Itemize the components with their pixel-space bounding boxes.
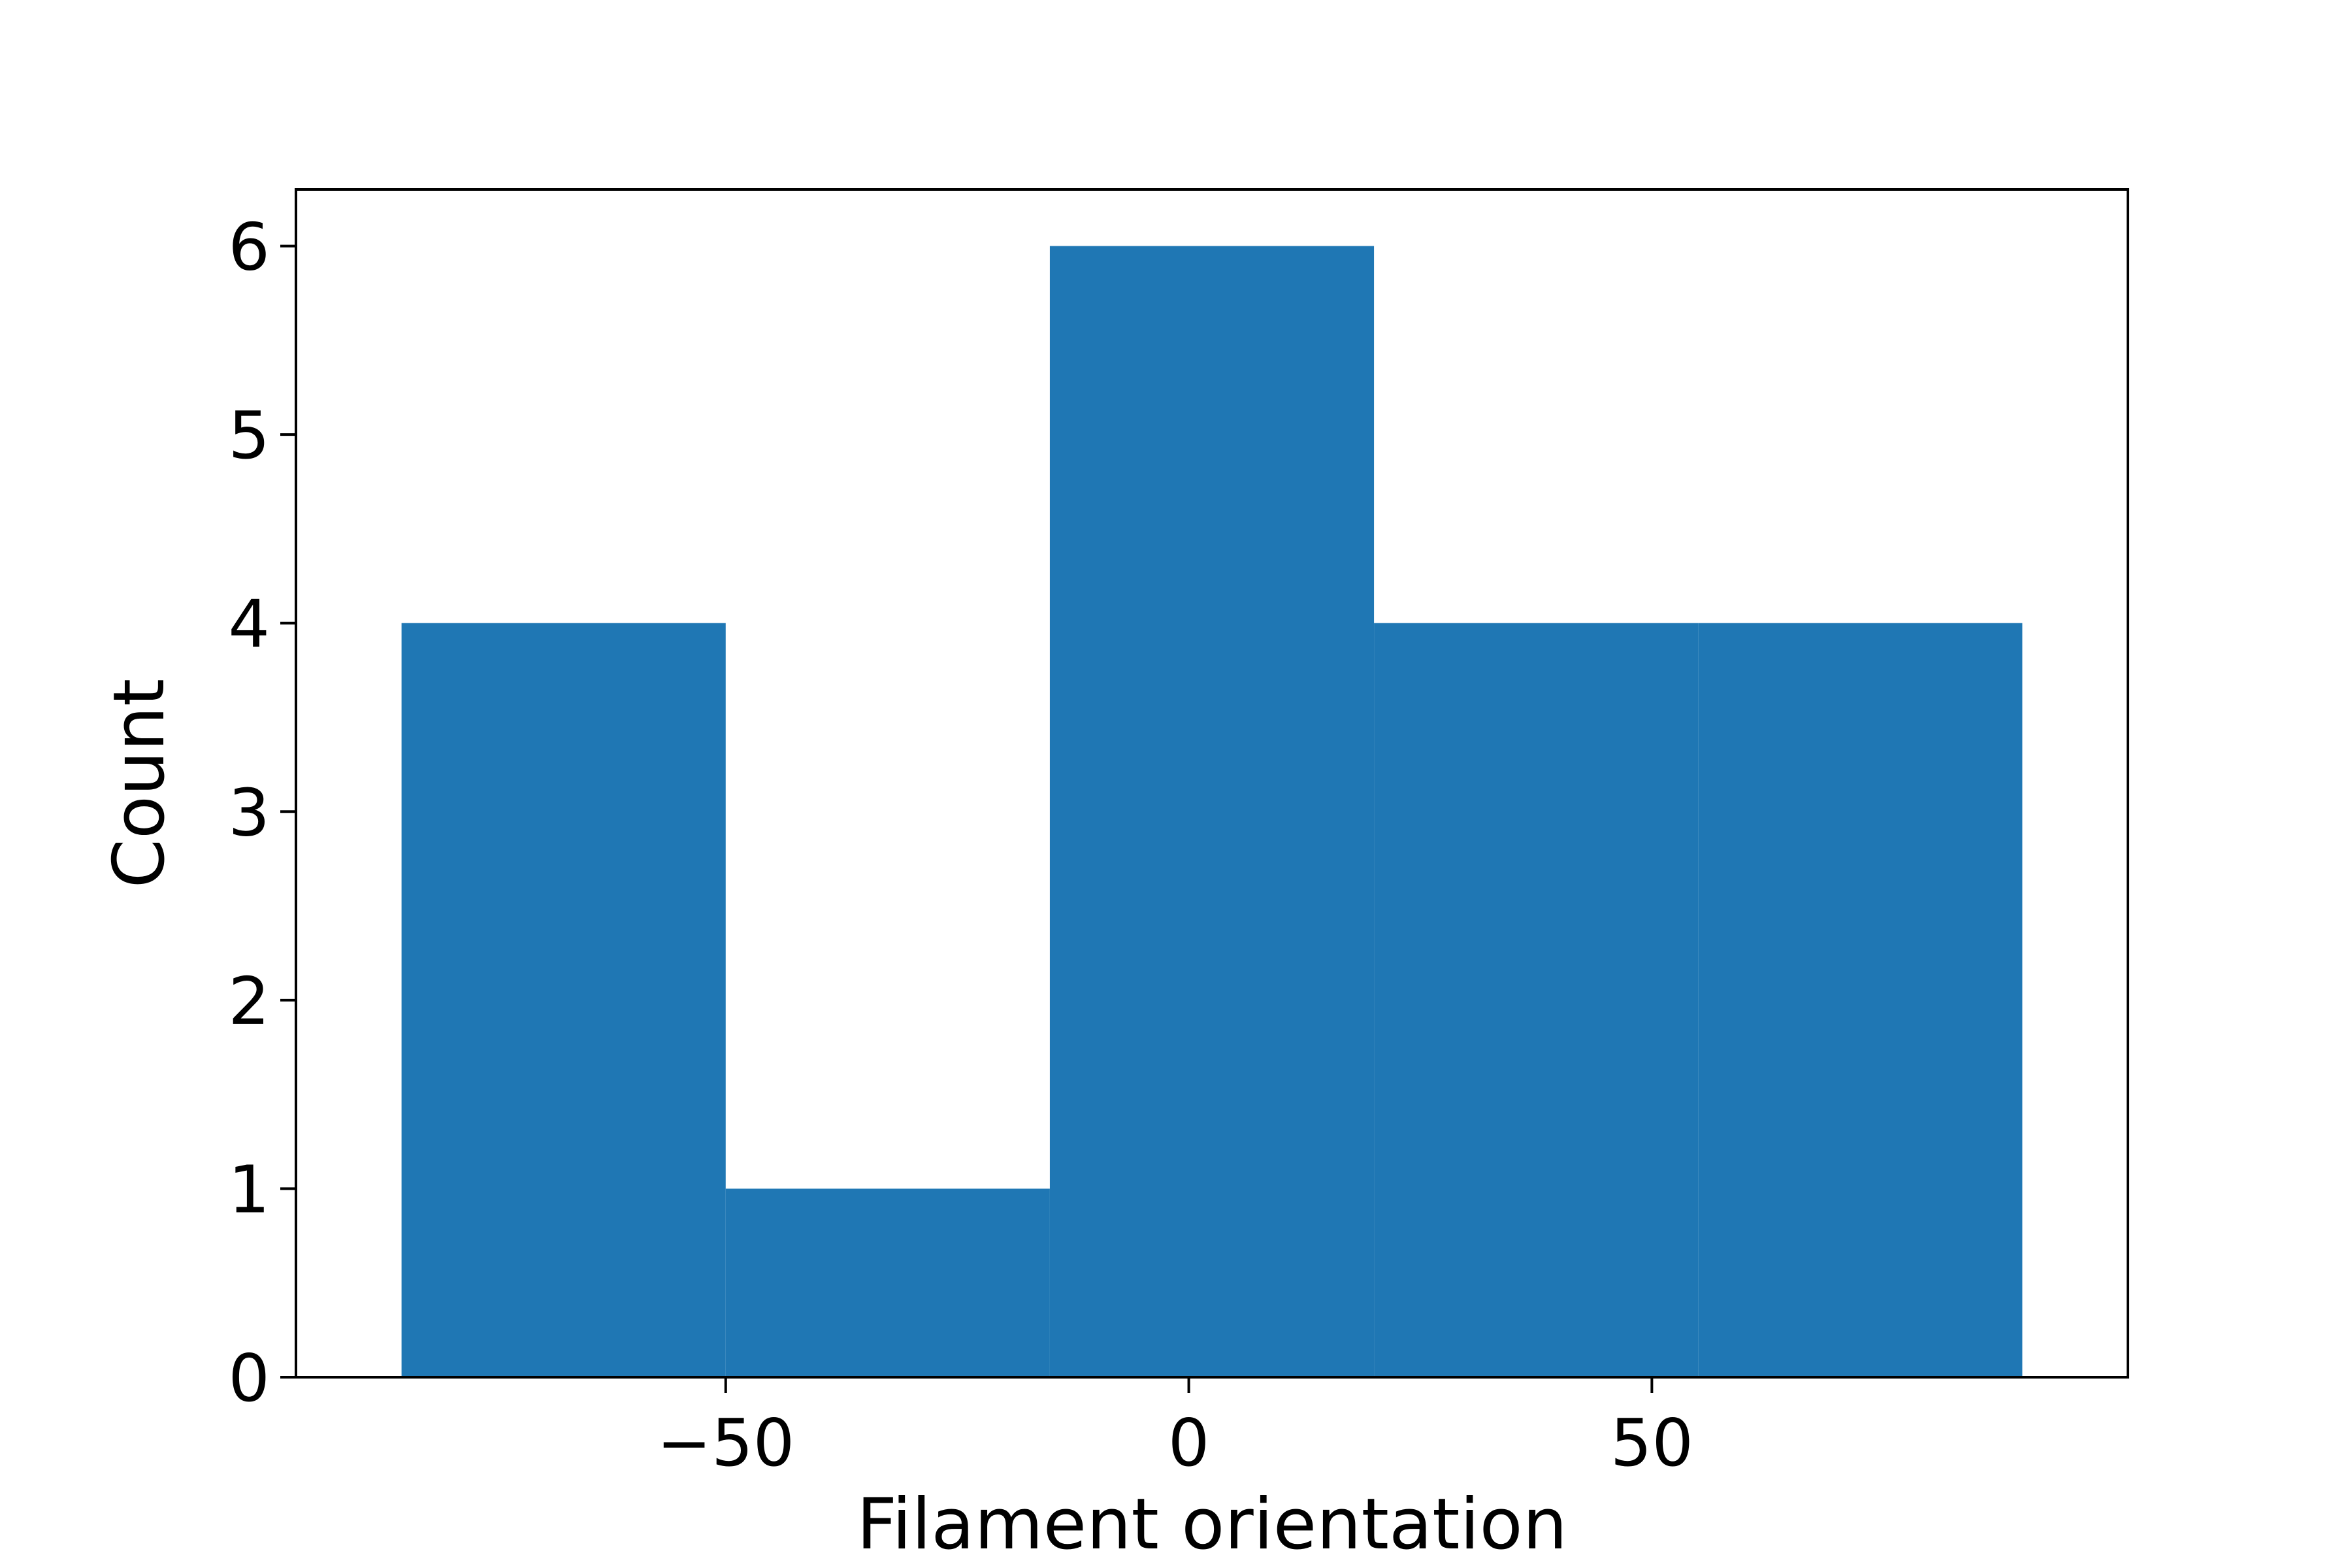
- y-tick-label-5: 4: [228, 586, 270, 662]
- y-axis-label: Count: [99, 679, 180, 889]
- y-axis-ticks: 0 1 2 3 4 5 6: [228, 209, 296, 1416]
- y-tick-label-3: 2: [228, 963, 270, 1039]
- y-tick-label-4: 3: [228, 774, 270, 851]
- plot-area-frame: [295, 188, 2129, 1379]
- x-axis-ticks: −50 0 50: [657, 1377, 1693, 1481]
- y-tick-label-7: 6: [228, 209, 270, 286]
- histogram-bar-3: [1049, 246, 1375, 1378]
- y-tick-label-6: 5: [228, 397, 270, 474]
- x-tick-label-1: −50: [657, 1405, 794, 1481]
- bars-group: [401, 246, 2023, 1378]
- histogram-bar-5: [1698, 623, 2023, 1377]
- histogram-bar-4: [1374, 623, 1699, 1377]
- histogram-bar-2: [725, 1188, 1050, 1377]
- x-axis-label: Filament orientation: [857, 1484, 1567, 1565]
- x-tick-label-2: 0: [1168, 1405, 1210, 1481]
- x-tick-label-3: 50: [1610, 1405, 1693, 1481]
- y-tick-label-2: 1: [228, 1151, 270, 1228]
- y-tick-label-1: 0: [228, 1340, 270, 1416]
- histogram-bar-1: [401, 623, 726, 1377]
